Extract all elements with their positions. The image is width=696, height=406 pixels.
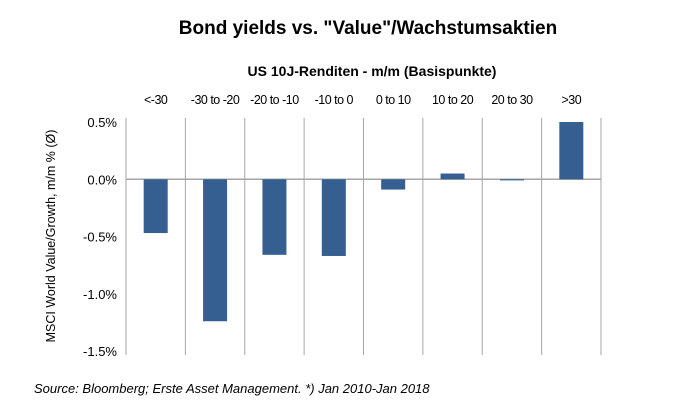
- category-label: 0 to 10: [376, 93, 411, 107]
- y-tick-label: 0.0%: [87, 172, 117, 187]
- category-label: 10 to 20: [432, 93, 474, 107]
- category-label: -30 to -20: [191, 93, 240, 107]
- bar: [143, 179, 168, 234]
- category-label: -20 to -10: [250, 93, 299, 107]
- bar: [440, 173, 465, 180]
- category-label: <-30: [144, 93, 168, 107]
- y-tick-label: -1.5%: [83, 344, 117, 359]
- bar: [203, 179, 228, 322]
- bar: [381, 179, 406, 190]
- bar: [262, 179, 287, 255]
- bar: [499, 179, 524, 181]
- chart-title: Bond yields vs. "Value"/Wachstumsaktien: [179, 18, 557, 39]
- y-tick-label: -0.5%: [83, 230, 117, 245]
- bar: [559, 122, 584, 180]
- x-axis-title: US 10J-Renditen - m/m (Basispunkte): [248, 63, 497, 79]
- bar: [321, 179, 346, 256]
- source-note: Source: Bloomberg; Erste Asset Managemen…: [34, 381, 430, 396]
- y-tick-label: 0.5%: [87, 115, 117, 130]
- category-label: 20 to 30: [491, 93, 533, 107]
- category-label: >30: [561, 93, 581, 107]
- y-tick-label: -1.0%: [83, 287, 117, 302]
- y-axis-title: MSCI World Value/Growth, m/m % (Ø): [44, 130, 58, 343]
- category-label: -10 to 0: [315, 93, 354, 107]
